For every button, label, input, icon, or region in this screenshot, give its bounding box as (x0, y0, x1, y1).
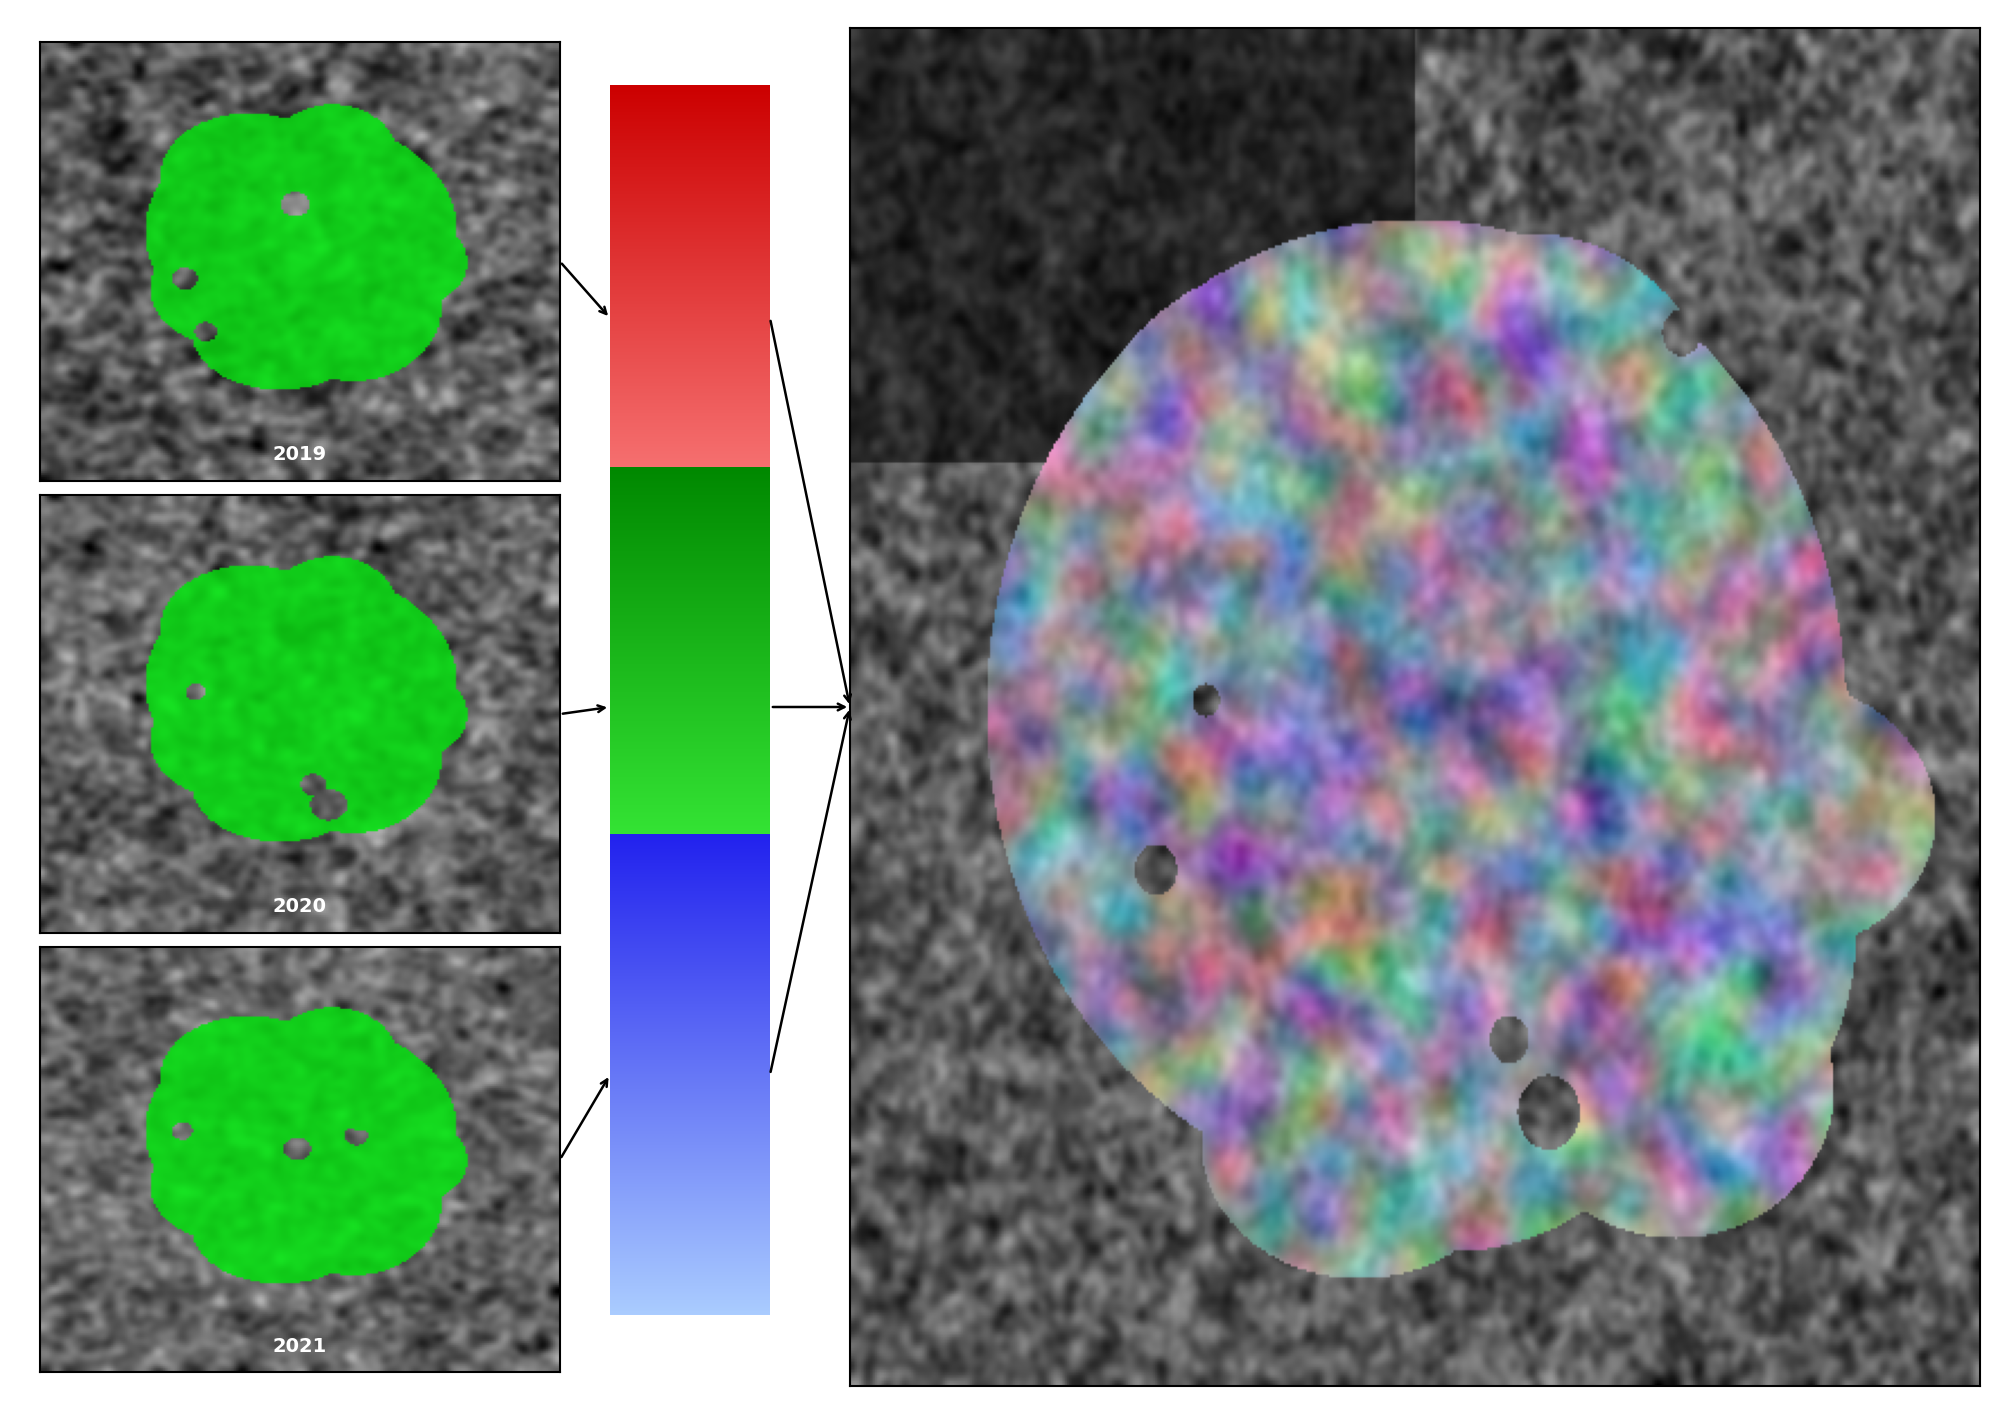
Text: 2020: 2020 (272, 898, 328, 916)
Text: 2019: 2019 (272, 445, 328, 464)
Text: 2021: 2021 (272, 1336, 328, 1356)
